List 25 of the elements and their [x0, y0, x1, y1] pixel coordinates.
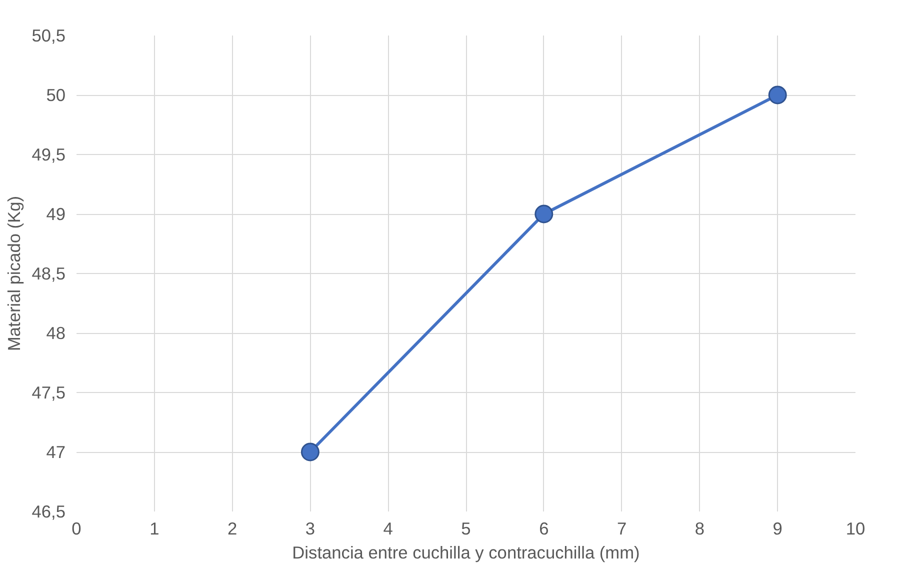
x-tick-label: 3 [305, 518, 316, 538]
y-tick-label: 46,5 [32, 502, 66, 522]
x-tick-label: 10 [846, 518, 866, 538]
x-tick-label: 0 [72, 518, 82, 538]
point [768, 86, 787, 104]
y-tick-label: 48 [46, 323, 66, 343]
x-tick-label: 8 [694, 518, 705, 538]
y-tick-label: 47,5 [32, 382, 66, 402]
point [300, 442, 320, 462]
x-tick-label: 7 [616, 518, 627, 538]
x-tick-label: 4 [383, 518, 394, 538]
x-tick-label: 6 [539, 518, 549, 538]
x-tick-label: 5 [461, 518, 471, 538]
x-axis-title: Distancia entre cuchilla y contracuchilla (mm) [292, 542, 640, 562]
y-tick-label: 48,5 [32, 264, 66, 284]
y-tick-label: 50 [46, 85, 66, 105]
y-tick-label: 47 [46, 442, 66, 462]
x-tick-label: 1 [150, 518, 160, 538]
x-tick-label: 2 [227, 518, 238, 538]
y-axis-title: Material picado (Kg) [4, 196, 24, 352]
y-tick-label: 50,5 [32, 26, 66, 46]
y-tick-label: 49,5 [32, 144, 66, 164]
x-tick-label: 9 [772, 518, 782, 538]
y-tick-label: 49 [46, 204, 66, 224]
point [534, 204, 554, 224]
